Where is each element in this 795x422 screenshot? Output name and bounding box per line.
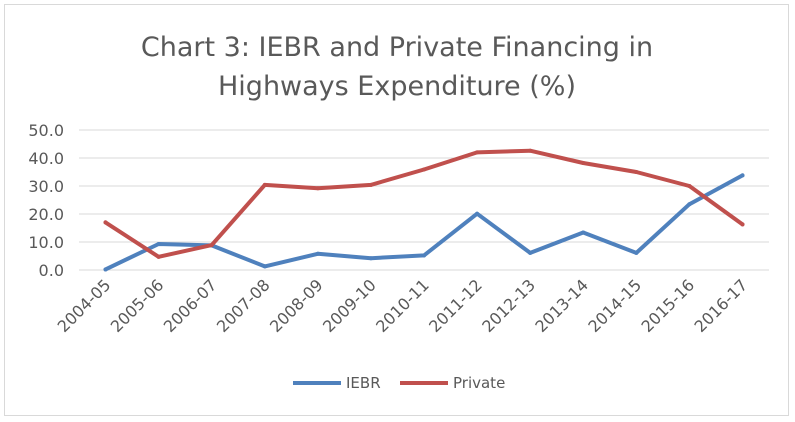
- legend-label-iebr: IEBR: [346, 374, 381, 392]
- legend: IEBR Private: [293, 374, 505, 392]
- data-point-private: [103, 220, 108, 225]
- chart-title-line-2: Highways Expenditure (%): [218, 71, 576, 102]
- data-point-iebr: [422, 253, 426, 258]
- data-point-private: [209, 243, 214, 248]
- data-point-iebr: [528, 250, 533, 255]
- x-axis-ticks: 2004-052005-062006-072007-082008-092009-…: [54, 275, 752, 336]
- data-point-iebr: [262, 264, 267, 269]
- y-tick-label: 10.0: [28, 233, 64, 252]
- data-point-iebr: [315, 251, 320, 256]
- x-tick-label: 2013-14: [531, 275, 592, 336]
- data-point-private: [422, 167, 426, 172]
- data-point-private: [687, 184, 692, 188]
- x-tick-label: 2011-12: [425, 275, 486, 336]
- x-tick-label: 2009-10: [319, 275, 380, 336]
- series-lines: [103, 148, 745, 272]
- x-tick-label: 2010-11: [372, 275, 433, 336]
- data-point-iebr: [634, 250, 639, 255]
- data-point-private: [528, 148, 533, 153]
- x-tick-label: 2004-05: [54, 275, 115, 336]
- data-point-private: [634, 170, 639, 174]
- data-point-iebr: [103, 267, 108, 272]
- y-tick-label: 40.0: [28, 149, 64, 168]
- data-point-iebr: [581, 230, 586, 235]
- data-point-iebr: [740, 173, 745, 178]
- data-point-private: [368, 182, 373, 187]
- x-tick-label: 2007-08: [213, 275, 274, 336]
- x-tick-label: 2008-09: [266, 275, 327, 336]
- x-tick-label: 2014-15: [584, 275, 645, 336]
- data-point-private: [156, 254, 161, 259]
- x-tick-label: 2015-16: [638, 275, 699, 336]
- x-tick-label: 2006-07: [160, 275, 221, 336]
- data-point-iebr: [475, 211, 480, 216]
- legend-label-private: Private: [453, 374, 505, 392]
- y-axis-ticks: 0.0 10.0 20.0 30.0 40.0 50.0: [28, 121, 64, 280]
- data-point-iebr: [156, 241, 161, 246]
- y-tick-label: 0.0: [39, 261, 64, 280]
- data-point-iebr: [368, 256, 373, 261]
- data-point-iebr: [687, 202, 692, 207]
- data-point-private: [475, 150, 480, 155]
- x-tick-label: 2016-17: [691, 275, 752, 336]
- x-tick-label: 2005-06: [107, 275, 168, 336]
- line-chart: Chart 3: IEBR and Private Financing in H…: [28, 32, 769, 392]
- y-tick-label: 50.0: [28, 121, 64, 140]
- x-tick-label: 2012-13: [478, 275, 539, 336]
- data-point-private: [740, 222, 745, 227]
- chart-title-line-1: Chart 3: IEBR and Private Financing in: [141, 32, 653, 63]
- y-tick-label: 30.0: [28, 177, 64, 196]
- chart-frame: Chart 3: IEBR and Private Financing in H…: [4, 4, 789, 416]
- y-tick-label: 20.0: [28, 205, 64, 224]
- data-point-private: [315, 186, 320, 191]
- data-point-private: [262, 182, 267, 187]
- data-point-private: [581, 161, 586, 166]
- gridlines: [79, 129, 769, 271]
